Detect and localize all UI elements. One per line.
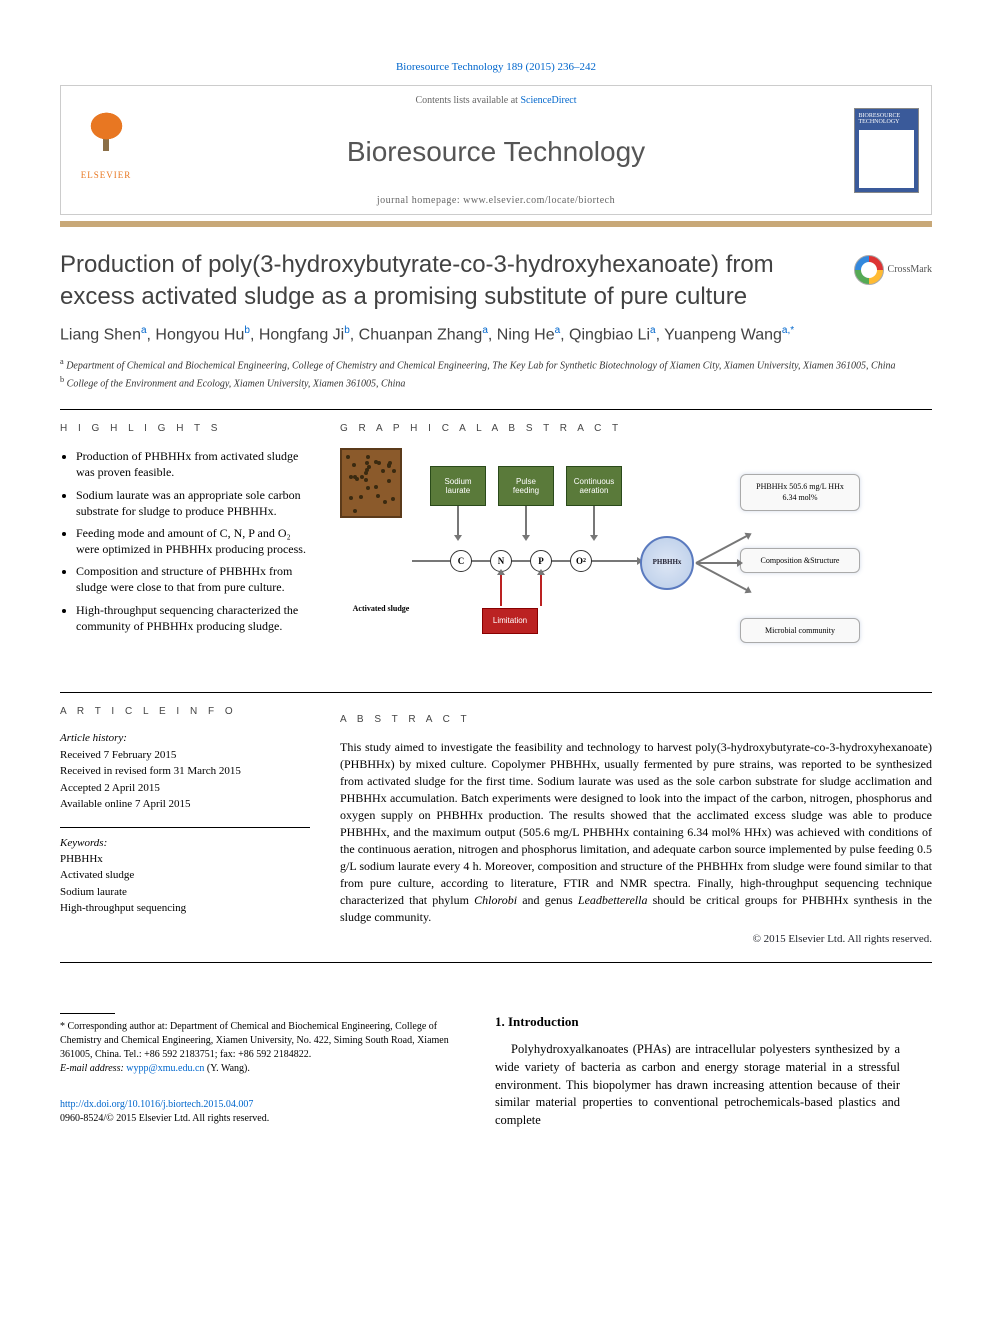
article-info-heading: A R T I C L E I N F O <box>60 705 310 719</box>
ga-output-box: Composition &Structure <box>740 548 860 573</box>
highlights-heading: H I G H L I G H T S <box>60 422 310 436</box>
brown-divider <box>60 221 932 227</box>
affiliation-a-text: Department of Chemical and Biochemical E… <box>66 361 895 372</box>
section-1-heading: 1. Introduction <box>495 1013 900 1031</box>
history-line: Received in revised form 31 March 2015 <box>60 763 310 780</box>
ga-input-box: Sodium laurate <box>430 466 486 506</box>
section-title: Introduction <box>508 1014 579 1029</box>
ga-output-box: Microbial community <box>740 618 860 643</box>
keyword: Sodium laurate <box>60 884 310 901</box>
journal-title: Bioresource Technology <box>151 132 841 171</box>
intro-paragraph: Polyhydroxyalkanoates (PHAs) are intrace… <box>495 1041 900 1130</box>
homepage-url: www.elsevier.com/locate/biortech <box>463 195 615 206</box>
citation: Bioresource Technology 189 (2015) 236–24… <box>60 60 932 75</box>
affiliations: a Department of Chemical and Biochemical… <box>60 356 932 391</box>
journal-header: ELSEVIER Contents lists available at Sci… <box>60 85 932 215</box>
affiliation-a: a Department of Chemical and Biochemical… <box>60 356 932 373</box>
elsevier-logo: ELSEVIER <box>71 105 141 195</box>
header-center: Contents lists available at ScienceDirec… <box>151 86 841 214</box>
crossmark-label: CrossMark <box>888 263 932 277</box>
contents-prefix: Contents lists available at <box>415 95 520 106</box>
crossmark-icon <box>854 255 884 285</box>
ga-sludge-label: Activated sludge <box>350 603 412 614</box>
abstract-copyright: © 2015 Elsevier Ltd. All rights reserved… <box>340 932 932 947</box>
publisher-logo-cell: ELSEVIER <box>61 86 151 214</box>
ga-element-circle: O2 <box>570 550 592 572</box>
ga-limitation-box: Limitation <box>482 608 538 634</box>
article-title: Production of poly(3-hydroxybutyrate-co-… <box>60 249 834 311</box>
divider <box>60 409 932 410</box>
highlight-item: Sodium laurate was an appropriate sole c… <box>76 487 310 519</box>
ga-arrow-up-red <box>500 574 502 606</box>
info-divider <box>60 827 310 828</box>
abstract-block: A B S T R A C T This study aimed to inve… <box>340 713 932 948</box>
article-info-block: A R T I C L E I N F O Article history: R… <box>60 705 310 948</box>
corresponding-author-footnote: * Corresponding author at: Department of… <box>60 1020 465 1076</box>
cover-thumb-cell: BIORESOURCE TECHNOLOGY <box>841 86 931 214</box>
graphical-abstract-heading: G R A P H I C A L A B S T R A C T <box>340 422 932 436</box>
keywords-list: PHBHHxActivated sludgeSodium laurateHigh… <box>60 851 310 917</box>
cover-body <box>859 130 914 188</box>
affiliation-b: b College of the Environment and Ecology… <box>60 374 932 391</box>
cover-title: BIORESOURCE TECHNOLOGY <box>859 113 914 126</box>
article-history: Received 7 February 2015Received in revi… <box>60 747 310 813</box>
journal-homepage-line: journal homepage: www.elsevier.com/locat… <box>151 194 841 208</box>
ga-input-box: Pulse feeding <box>498 466 554 506</box>
homepage-prefix: journal homepage: <box>377 195 463 206</box>
ga-element-circle: C <box>450 550 472 572</box>
author-list: Liang Shena, Hongyou Hub, Hongfang Jib, … <box>60 324 932 347</box>
ga-arrow-down <box>457 506 459 536</box>
doi-block: http://dx.doi.org/10.1016/j.biortech.201… <box>60 1098 465 1126</box>
email-label: E-mail address: <box>60 1063 124 1074</box>
crossmark-widget[interactable]: CrossMark <box>854 255 932 285</box>
highlight-item: High-throughput sequencing characterized… <box>76 602 310 634</box>
ga-main-arrow <box>412 560 638 562</box>
abstract-text: This study aimed to investigate the feas… <box>340 739 932 926</box>
highlight-item: Production of PHBHHx from activated slud… <box>76 448 310 480</box>
footnote-rule <box>60 1013 115 1014</box>
divider <box>60 962 932 963</box>
section-number: 1. <box>495 1014 505 1029</box>
history-line: Received 7 February 2015 <box>60 747 310 764</box>
corr-email-link[interactable]: wypp@xmu.edu.cn <box>126 1063 204 1074</box>
highlight-item: Composition and structure of PHBHHx from… <box>76 563 310 595</box>
highlights-list: Production of PHBHHx from activated slud… <box>60 448 310 634</box>
ga-arrow-up-red <box>540 574 542 606</box>
ga-arrow-down <box>593 506 595 536</box>
elsevier-tree-icon <box>79 105 134 165</box>
highlight-item: Feeding mode and amount of C, N, P and O… <box>76 525 310 557</box>
ga-arrow-down <box>525 506 527 536</box>
corr-author-text: * Corresponding author at: Department of… <box>60 1020 465 1062</box>
keyword: Activated sludge <box>60 867 310 884</box>
email-owner: (Y. Wang). <box>207 1063 250 1074</box>
contents-available-line: Contents lists available at ScienceDirec… <box>151 94 841 108</box>
ga-activated-sludge <box>340 448 402 518</box>
email-line: E-mail address: wypp@xmu.edu.cn (Y. Wang… <box>60 1062 465 1076</box>
history-label: Article history: <box>60 731 310 746</box>
keywords-label: Keywords: <box>60 836 310 851</box>
highlights-block: Production of PHBHHx from activated slud… <box>60 448 310 634</box>
history-line: Accepted 2 April 2015 <box>60 780 310 797</box>
elsevier-wordmark: ELSEVIER <box>81 169 132 182</box>
divider <box>60 692 932 693</box>
keyword: High-throughput sequencing <box>60 900 310 917</box>
ga-input-box: Continuous aeration <box>566 466 622 506</box>
affiliation-b-text: College of the Environment and Ecology, … <box>67 378 406 389</box>
sciencedirect-link[interactable]: ScienceDirect <box>520 95 576 106</box>
ga-output-box: PHBHHx 505.6 mg/L HHx 6.34 mol% <box>740 474 860 510</box>
issn-line: 0960-8524/© 2015 Elsevier Ltd. All right… <box>60 1113 269 1124</box>
history-line: Available online 7 April 2015 <box>60 796 310 813</box>
graphical-abstract: Activated sludge Sodium laurate Pulse feed… <box>340 448 932 668</box>
doi-link[interactable]: http://dx.doi.org/10.1016/j.biortech.201… <box>60 1099 253 1110</box>
ga-output-arrow <box>696 562 738 564</box>
ga-phbhhx-circle: PHBHHx <box>640 536 694 590</box>
journal-cover-thumbnail: BIORESOURCE TECHNOLOGY <box>854 108 919 193</box>
keyword: PHBHHx <box>60 851 310 868</box>
abstract-heading: A B S T R A C T <box>340 713 932 727</box>
